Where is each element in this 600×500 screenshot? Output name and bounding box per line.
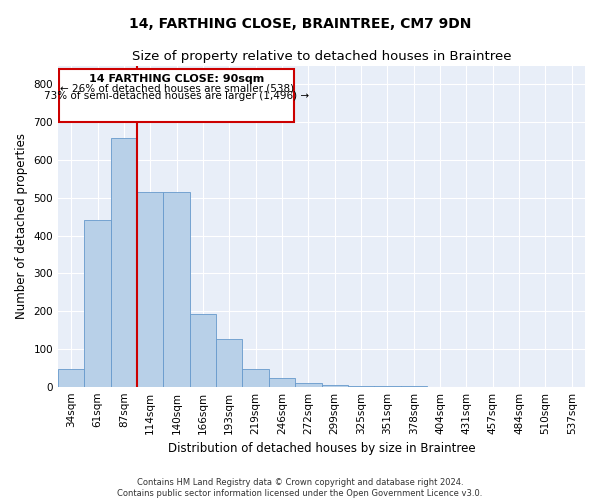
Bar	[137, 192, 163, 386]
Bar	[190, 314, 216, 386]
Bar	[242, 369, 269, 386]
Bar	[295, 383, 322, 386]
Title: Size of property relative to detached houses in Braintree: Size of property relative to detached ho…	[132, 50, 511, 63]
Text: ← 26% of detached houses are smaller (538): ← 26% of detached houses are smaller (53…	[59, 84, 293, 94]
Y-axis label: Number of detached properties: Number of detached properties	[15, 133, 28, 319]
Bar	[269, 378, 295, 386]
Text: 73% of semi-detached houses are larger (1,496) →: 73% of semi-detached houses are larger (…	[44, 91, 309, 101]
FancyBboxPatch shape	[59, 70, 294, 122]
Text: 14 FARTHING CLOSE: 90sqm: 14 FARTHING CLOSE: 90sqm	[89, 74, 264, 84]
Bar	[216, 340, 242, 386]
Bar	[163, 192, 190, 386]
Bar	[322, 385, 348, 386]
Text: 14, FARTHING CLOSE, BRAINTREE, CM7 9DN: 14, FARTHING CLOSE, BRAINTREE, CM7 9DN	[129, 18, 471, 32]
Bar	[111, 138, 137, 386]
Bar	[85, 220, 111, 386]
Bar	[58, 369, 85, 386]
X-axis label: Distribution of detached houses by size in Braintree: Distribution of detached houses by size …	[168, 442, 475, 455]
Text: Contains HM Land Registry data © Crown copyright and database right 2024.
Contai: Contains HM Land Registry data © Crown c…	[118, 478, 482, 498]
